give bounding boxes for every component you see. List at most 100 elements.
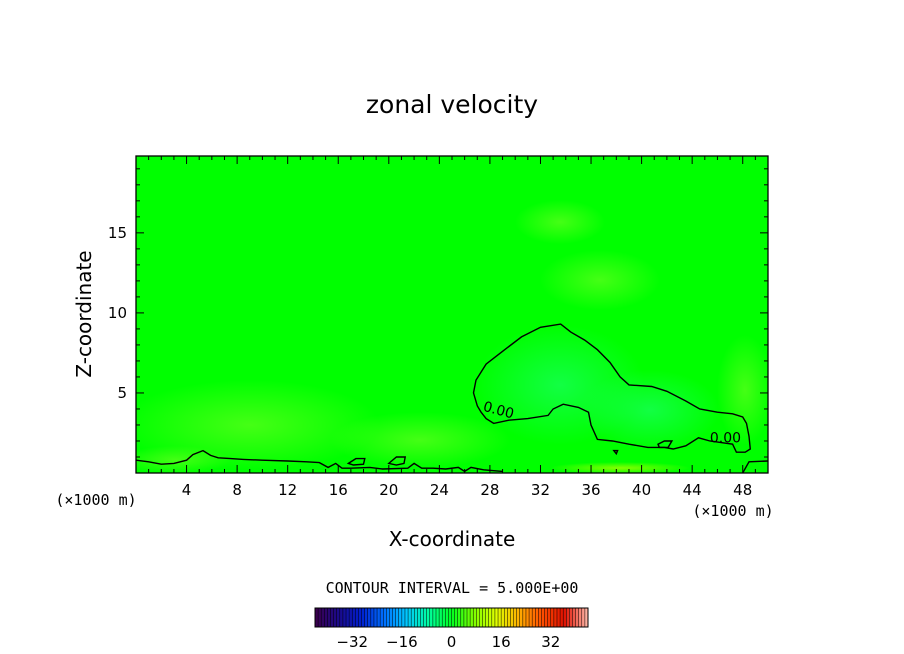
colorbar-cell [563, 608, 567, 627]
colorbar-cell [426, 608, 431, 627]
colorbar-cell [494, 608, 499, 627]
chart-title: zonal velocity [366, 90, 538, 119]
colorbar-tick-label: 32 [541, 633, 560, 651]
colorbar-cell [445, 608, 449, 627]
colorbar-cell [457, 608, 462, 627]
colorbar-cell [550, 608, 555, 627]
x-tick-label: 4 [182, 481, 192, 499]
contour-interval-text: CONTOUR INTERVAL = 5.000E+00 [326, 579, 579, 597]
colorbar-cell [498, 608, 502, 627]
colorbar-cell [333, 608, 338, 627]
colorbar-cell [342, 608, 347, 627]
colorbar-cell [411, 608, 415, 627]
y-tick-label: 5 [117, 384, 127, 402]
colorbar-cell [482, 608, 487, 627]
colorbar-cell [404, 608, 409, 627]
colorbar-cell [355, 608, 359, 627]
colorbar-cell [392, 608, 397, 627]
y-tick-labels: 5 10 15 [108, 224, 127, 402]
zero-contour-island [387, 456, 407, 466]
colorbar-cell [352, 608, 356, 627]
colorbar-cell [454, 608, 459, 627]
plot-area: 0.00 0.00 [135, 155, 769, 474]
colorbar-cell [386, 608, 390, 627]
x-tick-label: 8 [232, 481, 242, 499]
colorbar-cell [473, 608, 477, 627]
colorbar-cell [578, 608, 583, 627]
colorbar-cell [358, 608, 362, 627]
colorbar-cell [339, 608, 344, 627]
x-unit-label-left: (×1000 m) [55, 491, 136, 509]
colorbar-cell [556, 608, 561, 627]
colorbar-cell [330, 608, 335, 627]
colorbar-cell [525, 608, 530, 627]
y-tick-label: 15 [108, 224, 127, 242]
contour-lines [136, 323, 768, 473]
colorbar-cell [541, 608, 545, 627]
x-tick-label: 16 [329, 481, 348, 499]
contour-labels: 0.00 0.00 [481, 399, 741, 447]
colorbar-cell [510, 608, 514, 627]
colorbar-cell [544, 608, 549, 627]
x-tick-label: 12 [278, 481, 297, 499]
colorbar-cell [572, 608, 576, 627]
y-tick-label: 10 [108, 304, 127, 322]
colorbar-cell [547, 608, 552, 627]
contour-label: 0.00 [710, 431, 741, 447]
colorbar-cell [479, 608, 483, 627]
colorbar-cell [429, 608, 434, 627]
colorbar-cell [516, 608, 521, 627]
colorbar-cell [535, 608, 539, 627]
x-tick-labels: 4 8 12 16 20 24 28 32 36 40 44 48 [182, 481, 752, 499]
colorbar-cell [451, 608, 455, 627]
colorbar-tick-label: −16 [386, 633, 418, 651]
colorbar-cell [380, 608, 384, 627]
colorbar-cell [389, 608, 393, 627]
x-tick-label: 36 [581, 481, 600, 499]
colorbar-cell [383, 608, 387, 627]
colorbar-cell [321, 608, 325, 627]
colorbar-cell [470, 608, 474, 627]
colorbar-cell [398, 608, 403, 627]
colorbar-cell [569, 608, 573, 627]
x-tick-label: 44 [683, 481, 702, 499]
colorbar-cell [491, 608, 496, 627]
colorbar-cell [575, 608, 580, 627]
colorbar-cell [318, 608, 322, 627]
contour-label: 0.00 [481, 399, 515, 423]
axis-ticks [136, 156, 768, 473]
colorbar-cell [417, 608, 421, 627]
x-tick-label: 24 [430, 481, 449, 499]
colorbar-cell [538, 608, 542, 627]
colorbar-cell [460, 608, 465, 627]
colorbar-cell [566, 608, 570, 627]
colorbar-cell [432, 608, 437, 627]
colorbar-cell [522, 608, 527, 627]
x-tick-label: 40 [632, 481, 651, 499]
colorbar-cell [349, 608, 353, 627]
colorbar-cell [513, 608, 518, 627]
colorbar-tick-label: −32 [336, 633, 368, 651]
colorbar-cell [420, 608, 424, 627]
colorbar-cell [346, 608, 350, 627]
colorbar-cell [448, 608, 452, 627]
colorbar-cell [435, 608, 440, 627]
colorbar-cell [439, 608, 443, 627]
colorbar-frame [314, 607, 589, 628]
colorbar-cell [519, 608, 524, 627]
colorbar-cell [532, 608, 536, 627]
colorbar-cell [553, 608, 558, 627]
colorbar [314, 607, 589, 628]
colorbar-cell [504, 608, 508, 627]
colorbar-cell [476, 608, 480, 627]
zero-contour-bottom [136, 449, 503, 473]
colorbar-cell [485, 608, 490, 627]
colorbar-cell [395, 608, 400, 627]
colorbar-cell [560, 608, 564, 627]
colorbar-cell [584, 608, 589, 627]
colorbar-cell [336, 608, 341, 627]
zero-contour-bottom-right [742, 460, 768, 473]
zero-contour-island [612, 449, 619, 456]
colorbar-cell [442, 608, 446, 627]
